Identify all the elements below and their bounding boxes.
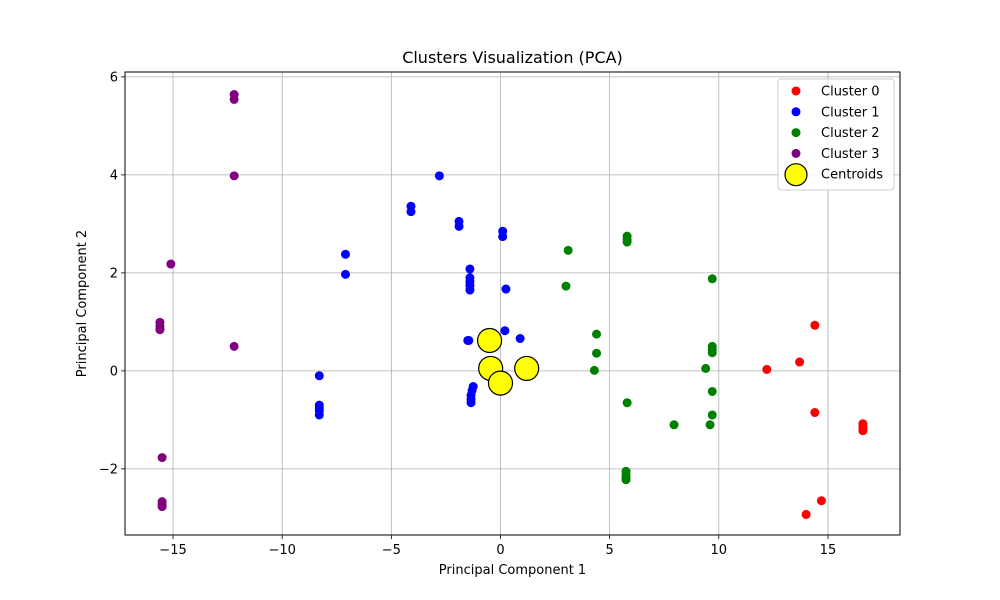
plot-frame — [124, 71, 901, 536]
point-cluster-2 — [701, 363, 711, 373]
x-tick-label: 10 — [711, 543, 728, 558]
legend-label: Cluster 0 — [821, 85, 880, 100]
point-cluster-3 — [166, 259, 176, 269]
point-cluster-3 — [157, 453, 167, 463]
centroid-marker — [514, 355, 540, 382]
legend-marker-cluster-2 — [791, 128, 801, 138]
centroid-marker — [476, 327, 503, 354]
x-tick-label: −10 — [268, 543, 295, 558]
legend-label: Cluster 3 — [821, 147, 880, 162]
y-axis-label: Principal Component 2 — [75, 230, 90, 377]
point-cluster-1 — [454, 221, 464, 231]
x-tick-label: −15 — [159, 543, 186, 558]
point-cluster-1 — [515, 334, 525, 344]
x-axis-label: Principal Component 1 — [439, 563, 586, 578]
legend-label: Cluster 1 — [821, 105, 880, 120]
point-cluster-1 — [314, 410, 324, 420]
scatter-points — [155, 90, 868, 519]
point-cluster-2 — [707, 386, 717, 396]
point-cluster-2 — [707, 348, 717, 358]
point-cluster-0 — [858, 424, 868, 434]
point-cluster-2 — [622, 398, 632, 408]
point-cluster-0 — [801, 509, 811, 519]
x-tick-label: 0 — [496, 543, 504, 558]
point-cluster-1 — [501, 284, 511, 294]
point-cluster-1 — [466, 398, 476, 408]
point-cluster-2 — [707, 410, 717, 420]
x-tick-label: 15 — [820, 543, 837, 558]
point-cluster-3 — [229, 94, 239, 104]
point-cluster-0 — [810, 408, 820, 418]
point-cluster-1 — [500, 326, 510, 336]
point-cluster-1 — [465, 264, 475, 274]
legend-label: Cluster 2 — [821, 126, 880, 141]
legend-marker-cluster-1 — [791, 107, 801, 117]
y-tick-label: 0 — [110, 364, 118, 379]
point-cluster-1 — [465, 285, 475, 295]
point-cluster-2 — [622, 237, 632, 247]
point-cluster-1 — [406, 207, 416, 217]
legend: Cluster 0 Cluster 1 Cluster 2 Cluster 3 Cent… — [777, 78, 895, 191]
point-cluster-2 — [561, 281, 571, 291]
point-cluster-2 — [592, 329, 602, 339]
x-tick-label: 5 — [606, 543, 614, 558]
point-cluster-3 — [155, 325, 165, 335]
point-cluster-3 — [229, 341, 239, 351]
legend-marker-centroids — [784, 163, 808, 187]
point-cluster-2 — [563, 245, 573, 255]
y-tick-label: 6 — [110, 70, 118, 85]
legend-marker-cluster-0 — [791, 86, 801, 96]
point-cluster-3 — [157, 502, 167, 512]
x-tick-label: −5 — [382, 543, 401, 558]
point-cluster-0 — [762, 364, 772, 374]
centroid-marker — [487, 370, 514, 396]
point-cluster-2 — [707, 274, 717, 284]
point-cluster-1 — [340, 249, 350, 259]
point-cluster-1 — [463, 335, 473, 345]
point-cluster-2 — [669, 420, 679, 430]
centroid-points — [476, 327, 540, 396]
point-cluster-2 — [621, 475, 631, 485]
point-cluster-2 — [589, 365, 599, 375]
legend-marker-cluster-3 — [791, 148, 801, 158]
point-cluster-1 — [340, 269, 350, 279]
point-cluster-2 — [592, 348, 602, 358]
point-cluster-3 — [229, 171, 239, 181]
legend-label: Centroids — [821, 168, 883, 183]
chart-title: Clusters Visualization (PCA) — [402, 48, 623, 67]
y-tick-label: 2 — [110, 266, 118, 281]
y-tick-label: 4 — [110, 168, 118, 183]
point-cluster-0 — [816, 496, 826, 506]
axis-ticks: −15 −10 −5 0 5 10 15 −2 0 2 4 6 — [99, 70, 836, 558]
legend-box — [777, 78, 895, 191]
point-cluster-2 — [705, 420, 715, 430]
point-cluster-1 — [314, 371, 324, 381]
y-tick-label: −2 — [99, 462, 118, 477]
point-cluster-0 — [795, 357, 805, 367]
point-cluster-1 — [434, 171, 444, 181]
point-cluster-1 — [498, 232, 508, 242]
point-cluster-0 — [810, 320, 820, 330]
